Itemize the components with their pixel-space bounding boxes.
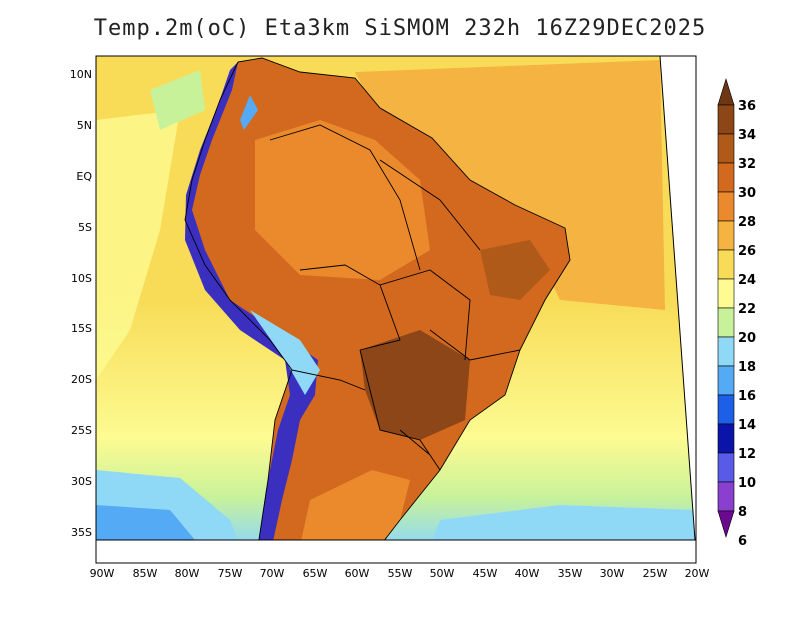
colorbar-swatch — [717, 336, 735, 367]
lon-label: 65W — [303, 567, 328, 580]
colorbar-swatch — [717, 162, 735, 193]
colorbar-label: 26 — [738, 244, 756, 259]
warm-atlantic — [355, 60, 665, 310]
country-borders — [184, 57, 571, 540]
amazon-basin — [255, 120, 430, 280]
colorbar-label: 30 — [738, 186, 756, 201]
lon-label: 30W — [600, 567, 625, 580]
lon-label: 85W — [133, 567, 158, 580]
lon-label: 90W — [90, 567, 115, 580]
colorbar-swatch — [717, 249, 735, 280]
lat-label: 15S — [71, 322, 92, 335]
map-domain — [96, 56, 695, 540]
lon-label: 45W — [473, 567, 498, 580]
colorbar-swatch — [717, 452, 735, 483]
colorbar-label: 24 — [738, 273, 756, 288]
colorbar-label: 12 — [738, 447, 756, 462]
pampas — [300, 470, 410, 540]
andes-cold — [185, 62, 318, 540]
panama-cool — [150, 70, 205, 130]
lat-label: 30S — [71, 475, 92, 488]
lon-label: 50W — [430, 567, 455, 580]
colorbar-swatch — [717, 278, 735, 309]
chaco-hot — [360, 330, 470, 440]
lon-label: 60W — [345, 567, 370, 580]
colorbar-swatch — [717, 220, 735, 251]
colorbar-label: 28 — [738, 215, 756, 230]
lat-label: EQ — [76, 170, 92, 183]
lat-label: 10S — [71, 272, 92, 285]
colorbar-label: 6 — [738, 534, 747, 549]
colorbar-swatch — [717, 365, 735, 396]
lon-label: 55W — [388, 567, 413, 580]
colorbar-swatch — [717, 191, 735, 222]
colorbar-top-arrow — [717, 77, 735, 106]
lon-label: 35W — [558, 567, 583, 580]
colorbar-label: 20 — [738, 331, 756, 346]
colorbar-swatch — [717, 481, 735, 512]
colorbar: 36 34 32 30 28 26 24 22 20 18 16 14 12 10 8 6 — [717, 77, 756, 549]
lat-label: 25S — [71, 424, 92, 437]
axes-box — [95, 55, 697, 564]
colorbar-bottom-arrow — [717, 510, 735, 539]
colorbar-label: 10 — [738, 476, 756, 491]
altiplano — [250, 310, 320, 395]
lat-label: 35S — [71, 526, 92, 539]
colorbar-label: 8 — [738, 505, 747, 520]
south-pacific-colder — [96, 505, 200, 540]
south-atlantic-cold — [430, 505, 695, 540]
colorbar-swatch — [717, 133, 735, 164]
colorbar-swatch — [717, 423, 735, 454]
colorbar-label: 22 — [738, 302, 756, 317]
colorbar-swatch — [717, 104, 735, 135]
longitude-axis: 90W 85W 80W 75W 70W 65W 60W 55W 50W 45W … — [90, 567, 710, 580]
colorbar-label: 36 — [738, 99, 756, 114]
colorbar-swatch — [717, 394, 735, 425]
lon-label: 20W — [685, 567, 710, 580]
colorbar-label: 34 — [738, 128, 756, 143]
lat-label: 5N — [77, 119, 92, 132]
colorbar-label: 14 — [738, 418, 756, 433]
lat-label: 20S — [71, 373, 92, 386]
northeast-hot — [480, 240, 550, 300]
lat-label: 10N — [70, 68, 92, 81]
colorbar-label: 18 — [738, 360, 756, 375]
lon-label: 25W — [643, 567, 668, 580]
colorbar-label: 32 — [738, 157, 756, 172]
colorbar-swatch — [717, 307, 735, 338]
colorbar-label: 16 — [738, 389, 756, 404]
latitude-axis: 10N 5N EQ 5S 10S 15S 20S 25S 30S 35S — [70, 68, 93, 539]
colombian-andes — [240, 95, 258, 130]
lat-label: 5S — [78, 221, 92, 234]
lon-label: 80W — [175, 567, 200, 580]
lon-label: 70W — [260, 567, 285, 580]
lon-label: 75W — [218, 567, 243, 580]
map-title: Temp.2m(oC) Eta3km SiSMOM 232h 16Z29DEC2… — [93, 16, 707, 41]
pacific-cool — [96, 110, 180, 380]
lon-label: 40W — [515, 567, 540, 580]
